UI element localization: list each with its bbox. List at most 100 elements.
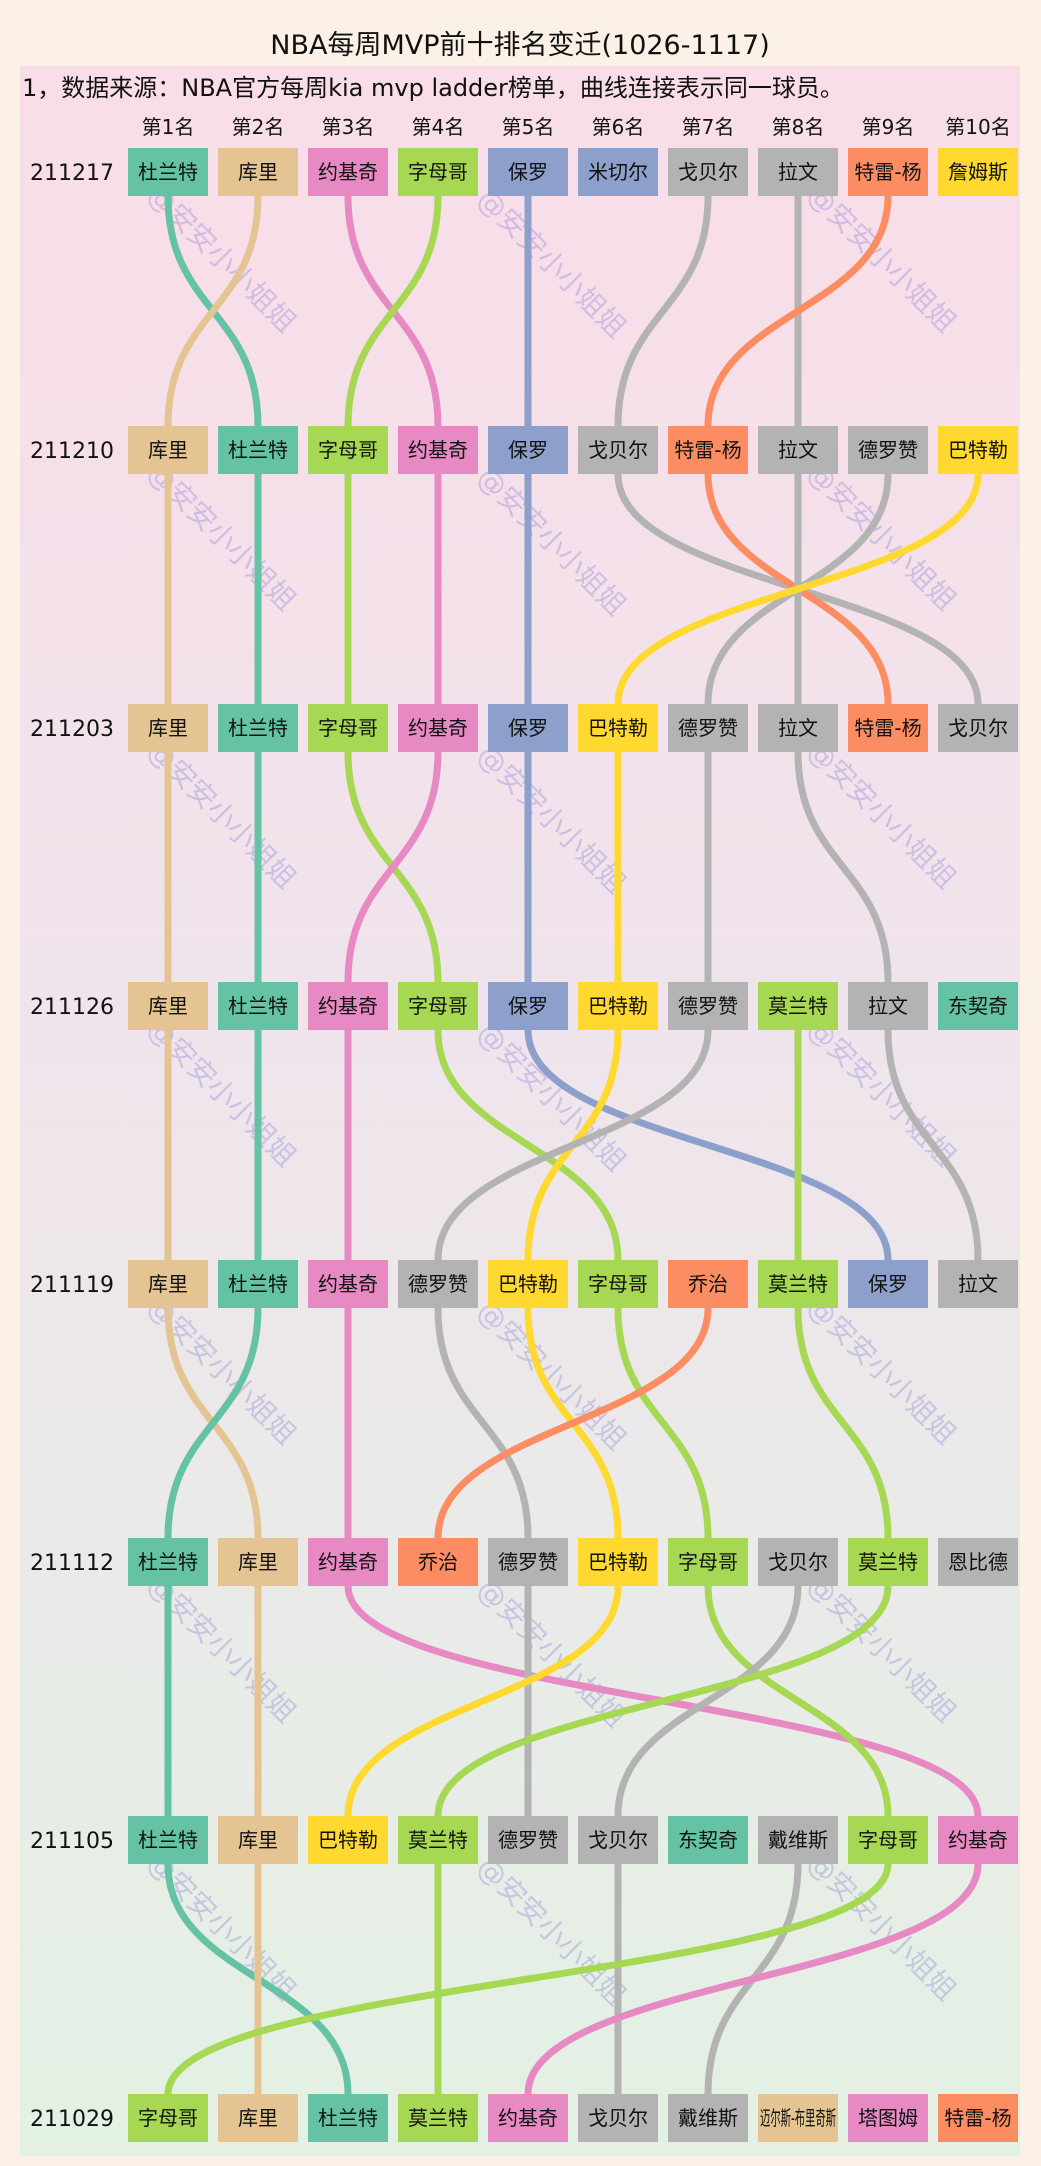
player-cell: [308, 426, 388, 474]
player-cell: [128, 2094, 208, 2142]
player-name: 莫兰特: [768, 1272, 828, 1296]
player-cell: [398, 148, 478, 196]
player-name: 约基奇: [408, 438, 468, 462]
player-curve: [434, 1026, 622, 1264]
player-cell: [668, 148, 748, 196]
player-name: 戈贝尔: [588, 2106, 648, 2130]
player-cell: [578, 1816, 658, 1864]
player-cell: [848, 1260, 928, 1308]
player-name: 戈贝尔: [588, 1828, 648, 1852]
player-curve: [884, 1026, 982, 1264]
player-name: 库里: [238, 1828, 278, 1852]
week-label: 211210: [30, 439, 114, 464]
player-cell: [758, 2094, 838, 2142]
player-name: 特雷-杨: [854, 160, 921, 184]
player-name: 戴维斯: [678, 2106, 738, 2130]
player-cell: [938, 2094, 1018, 2142]
player-cell: [758, 148, 838, 196]
player-name: 库里: [148, 716, 188, 740]
player-name: 东契奇: [678, 1828, 738, 1852]
player-name: 库里: [238, 160, 278, 184]
player-curve: [434, 1582, 892, 1820]
player-name: 杜兰特: [228, 716, 288, 740]
player-cell: [308, 1816, 388, 1864]
player-name: 德罗赞: [678, 994, 738, 1018]
player-cell: [398, 426, 478, 474]
player-name: 约基奇: [318, 1550, 378, 1574]
player-cell: [848, 2094, 928, 2142]
player-name: 拉文: [868, 994, 908, 1018]
player-name: 杜兰特: [138, 1550, 198, 1574]
player-name: 约基奇: [498, 2106, 558, 2130]
player-name: 戈贝尔: [948, 716, 1008, 740]
player-cell: [938, 426, 1018, 474]
player-name: 杜兰特: [138, 160, 198, 184]
player-curve: [434, 1304, 532, 1542]
player-name: 保罗: [508, 994, 548, 1018]
player-name: 特雷-杨: [674, 438, 741, 462]
week-label: 211112: [30, 1551, 114, 1576]
player-cell: [128, 704, 208, 752]
player-curve: [344, 748, 442, 986]
player-name: 约基奇: [408, 716, 468, 740]
player-cell: [488, 426, 568, 474]
player-name: 特雷-杨: [944, 2106, 1011, 2130]
player-curve: [704, 192, 892, 430]
player-cell: [758, 982, 838, 1030]
player-name: 库里: [148, 994, 188, 1018]
rank-label: 第7名: [682, 115, 735, 139]
player-name: 莫兰特: [408, 2106, 468, 2130]
player-name: 拉文: [778, 160, 818, 184]
player-name: 詹姆斯: [948, 160, 1008, 184]
player-curve: [164, 192, 262, 430]
player-name: 德罗赞: [678, 716, 738, 740]
player-name: 德罗赞: [498, 1828, 558, 1852]
player-name: 德罗赞: [858, 438, 918, 462]
player-cell: [578, 704, 658, 752]
player-name: 约基奇: [948, 1828, 1008, 1852]
player-name: 恩比德: [948, 1550, 1008, 1574]
player-name: 迈尔斯-布里奇斯: [760, 2106, 836, 2130]
player-cell: [398, 2094, 478, 2142]
player-cell: [488, 2094, 568, 2142]
player-cell: [488, 704, 568, 752]
player-cell: [848, 148, 928, 196]
player-curve: [164, 1860, 892, 2098]
player-name: 拉文: [778, 438, 818, 462]
player-curve: [344, 1582, 622, 1820]
player-cell: [128, 148, 208, 196]
player-name: 巴特勒: [588, 994, 648, 1018]
player-curve: [164, 1304, 262, 1542]
player-cell: [668, 982, 748, 1030]
player-curve: [614, 1582, 802, 1820]
week-label: 211217: [30, 161, 114, 186]
player-cell: [128, 1260, 208, 1308]
player-name: 字母哥: [408, 160, 468, 184]
player-cell: [938, 982, 1018, 1030]
player-name: 杜兰特: [318, 2106, 378, 2130]
player-curve: [524, 1860, 982, 2098]
player-name: 巴特勒: [948, 438, 1008, 462]
player-cell: [758, 1538, 838, 1586]
player-name: 巴特勒: [498, 1272, 558, 1296]
player-name: 字母哥: [588, 1272, 648, 1296]
player-name: 东契奇: [948, 994, 1008, 1018]
player-cell: [308, 148, 388, 196]
player-cell: [578, 426, 658, 474]
player-name: 拉文: [958, 1272, 998, 1296]
player-cell: [398, 1260, 478, 1308]
player-cell: [668, 426, 748, 474]
player-name: 字母哥: [318, 438, 378, 462]
player-cell: [398, 1538, 478, 1586]
rank-label: 第1名: [142, 115, 195, 139]
player-cell: [398, 982, 478, 1030]
player-cell: [488, 1538, 568, 1586]
player-name: 德罗赞: [408, 1272, 468, 1296]
player-name: 戈贝尔: [768, 1550, 828, 1574]
rank-label: 第4名: [412, 115, 465, 139]
player-name: 巴特勒: [588, 1550, 648, 1574]
rank-label: 第5名: [502, 115, 555, 139]
chart-note: 1，数据来源：NBA官方每周kia mvp ladder榜单，曲线连接表示同一球…: [22, 74, 844, 102]
rank-label: 第2名: [232, 115, 285, 139]
player-curve: [434, 1304, 712, 1542]
